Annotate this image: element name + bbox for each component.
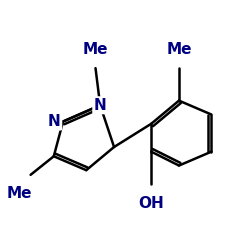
Text: N: N [48, 114, 61, 129]
Text: N: N [48, 114, 61, 129]
Text: N: N [94, 98, 107, 113]
Text: OH: OH [138, 196, 164, 211]
Text: Me: Me [166, 42, 192, 57]
Text: Me: Me [6, 186, 32, 201]
Text: Me: Me [83, 42, 108, 57]
Text: N: N [94, 98, 107, 113]
